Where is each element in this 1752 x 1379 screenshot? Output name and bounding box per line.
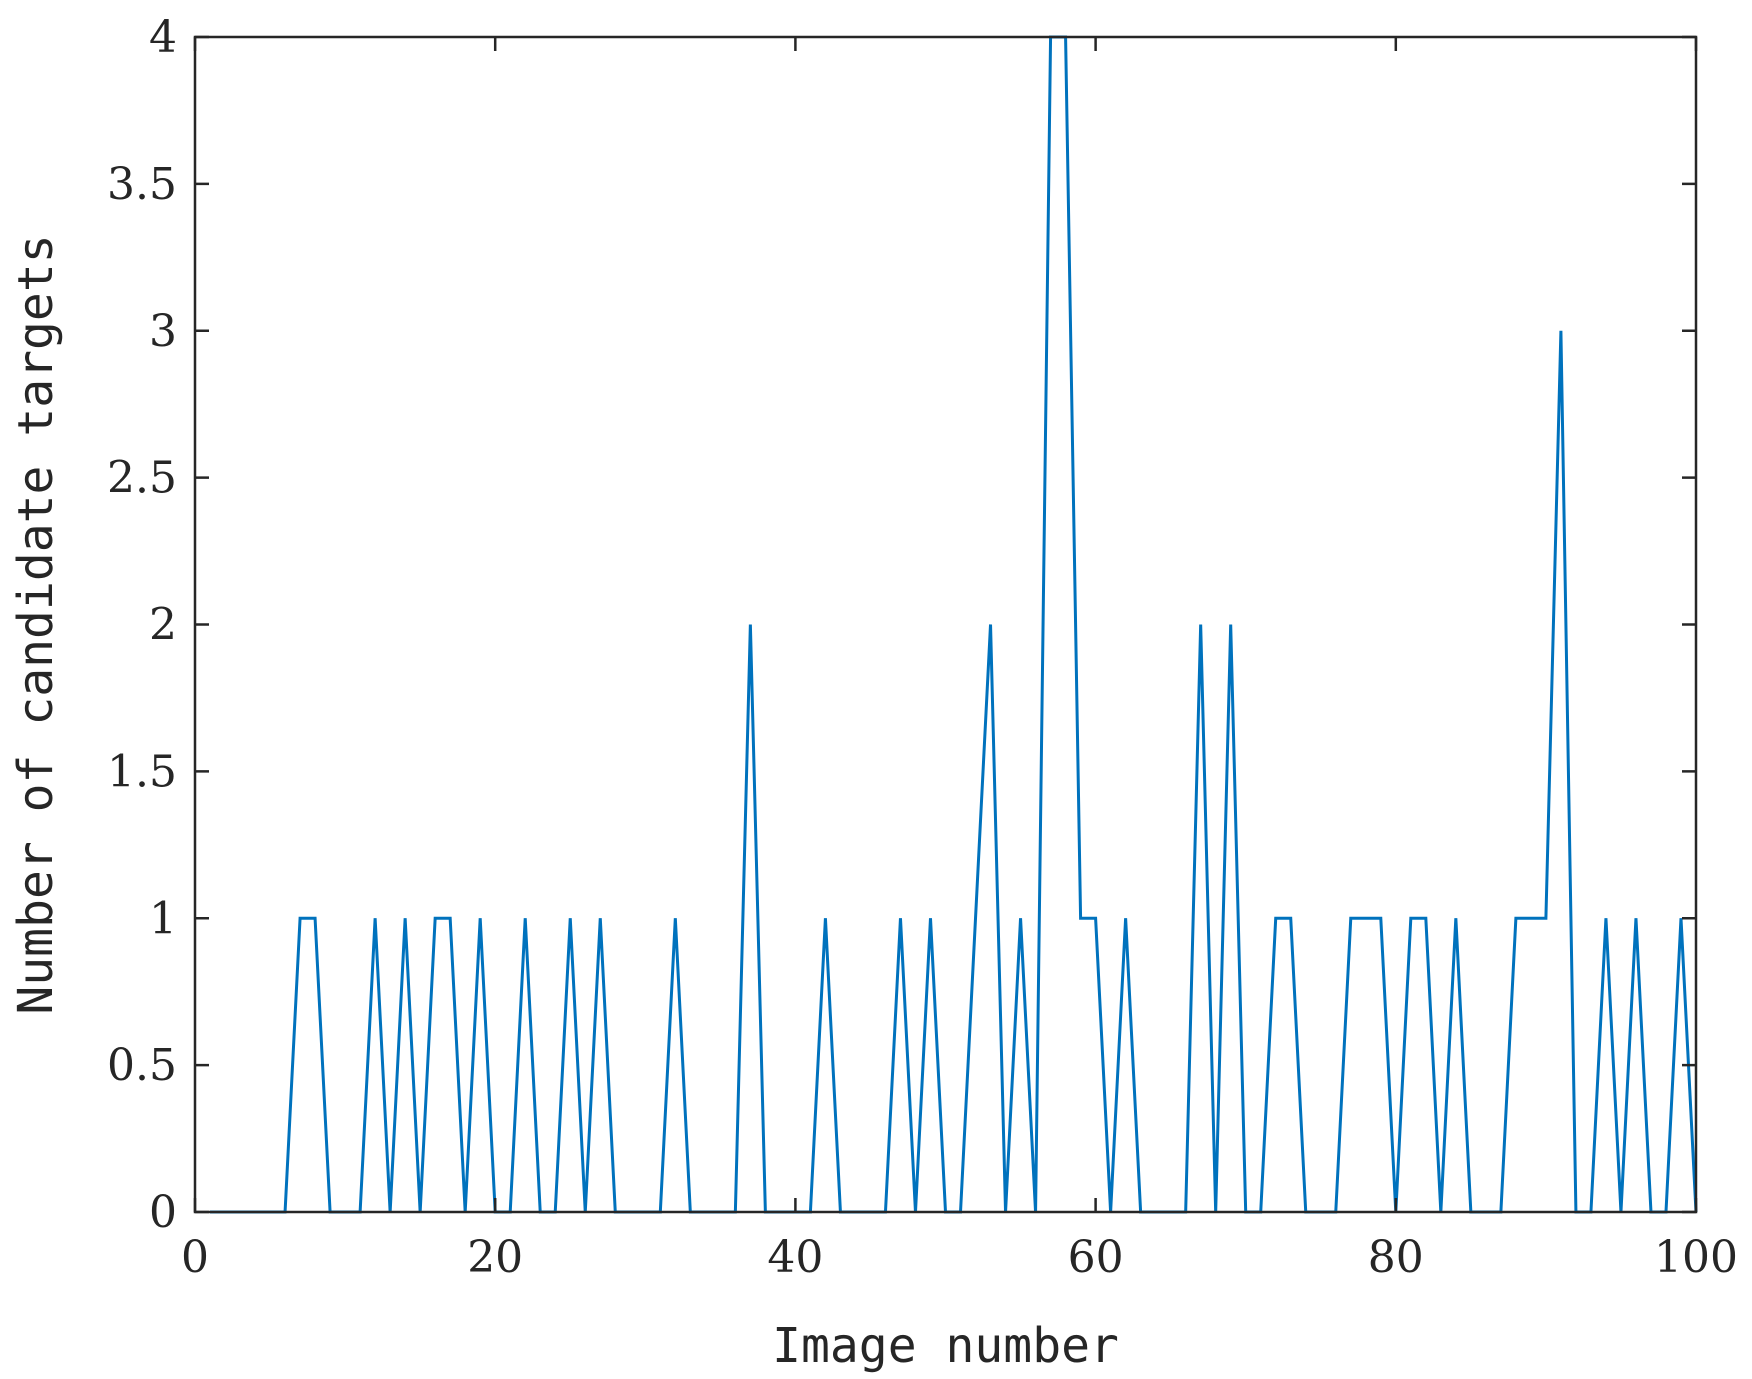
y-axis-tick-labels: 0 0.5 1 1.5 2 2.5 3 3.5 4 <box>107 12 177 1238</box>
axis-ticks <box>193 35 1698 1214</box>
y-tick-label: 1 <box>149 893 177 944</box>
y-tick-label: 0 <box>149 1187 177 1238</box>
y-tick-label: 4 <box>149 12 177 63</box>
y-tick-label: 2 <box>149 600 177 651</box>
y-tick-label: 0.5 <box>107 1040 177 1091</box>
y-tick-label: 3 <box>149 306 177 357</box>
y-tick-label: 3.5 <box>107 159 177 210</box>
x-axis-tick-labels: 0 20 40 60 80 100 <box>181 1232 1738 1283</box>
x-tick-label: 0 <box>181 1232 209 1283</box>
x-tick-label: 20 <box>467 1232 523 1283</box>
x-tick-label: 60 <box>1068 1232 1124 1283</box>
x-tick-label: 100 <box>1654 1232 1738 1283</box>
x-tick-label: 40 <box>767 1232 823 1283</box>
x-tick-label: 80 <box>1368 1232 1424 1283</box>
y-tick-label: 2.5 <box>107 453 177 504</box>
y-tick-label: 1.5 <box>107 746 177 797</box>
x-axis-label: Image number <box>772 1318 1119 1374</box>
y-axis-label: Number of candidate targets <box>8 234 64 1014</box>
